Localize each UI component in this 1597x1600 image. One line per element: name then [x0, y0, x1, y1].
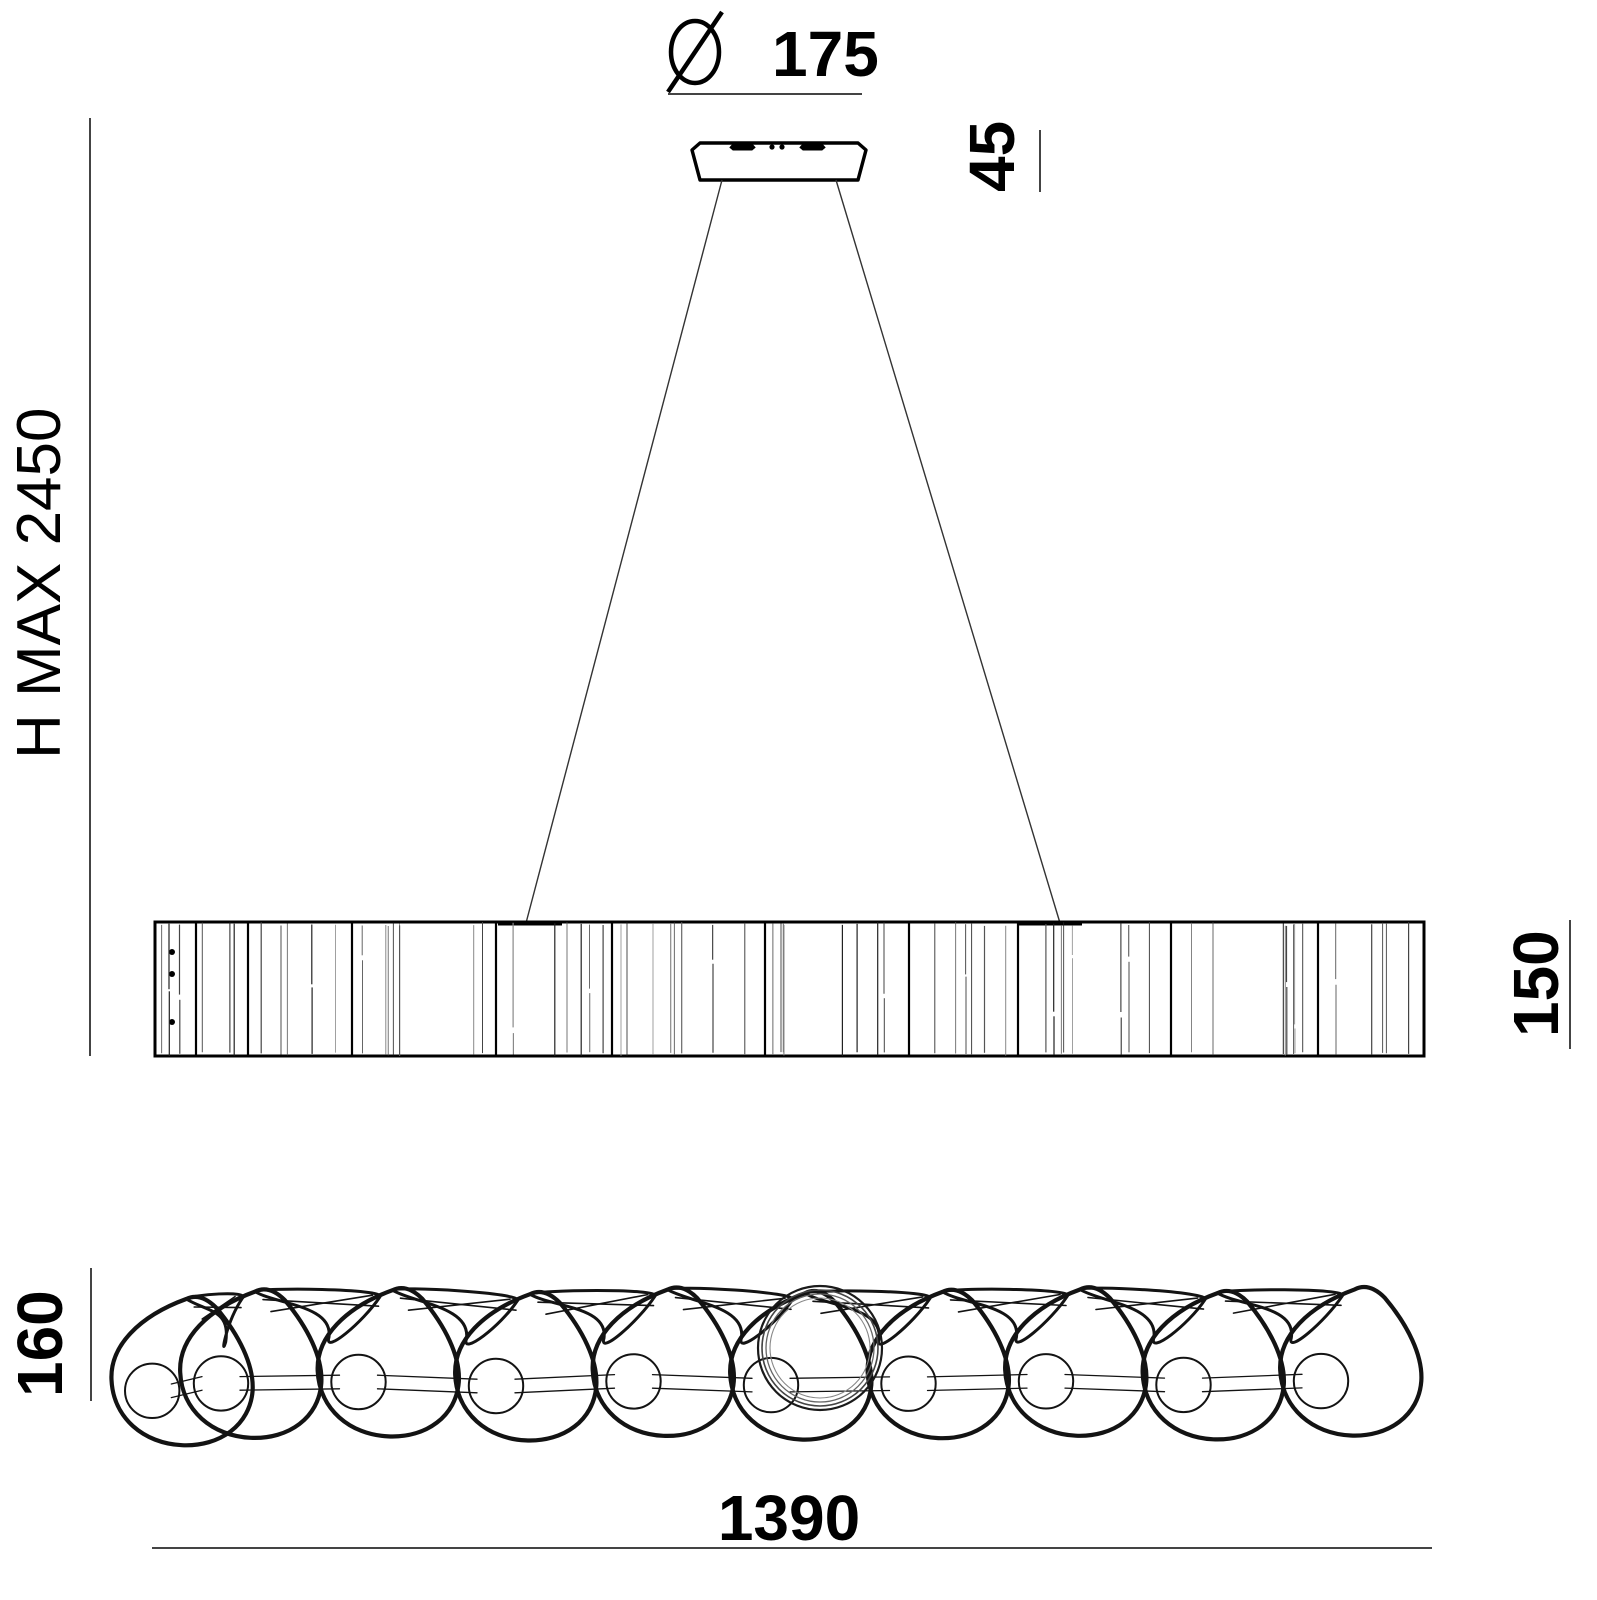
svg-text:1390: 1390	[718, 1482, 860, 1554]
svg-text:160: 160	[4, 1290, 76, 1397]
svg-text:175: 175	[772, 18, 879, 90]
svg-text:45: 45	[956, 121, 1028, 192]
svg-text:150: 150	[1500, 930, 1572, 1037]
svg-text:H MAX 2450: H MAX 2450	[5, 407, 74, 759]
